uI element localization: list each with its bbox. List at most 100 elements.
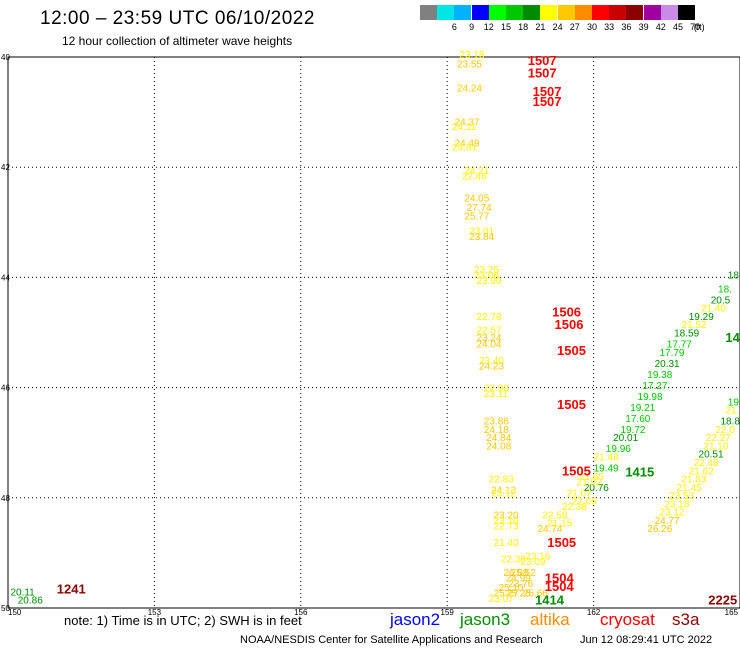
wave-height-label: 25.25	[506, 589, 531, 600]
wave-height-label: 23.25	[474, 265, 499, 276]
legend-swatch	[437, 5, 455, 20]
satellite-legend-jason2: jason2	[390, 610, 441, 629]
wave-height-label: 24.08	[486, 441, 511, 452]
wave-height-label: 18	[728, 271, 740, 282]
legend-swatch	[609, 5, 627, 20]
wave-height-label: 24.11	[452, 122, 477, 133]
y-tick-label: 46	[1, 384, 10, 393]
pass-label: 1507	[533, 84, 562, 99]
credit-line: NOAA/NESDIS Center for Satellite Applica…	[240, 634, 543, 646]
wave-height-label: 22.90	[484, 384, 509, 395]
wave-height-label: 22.83	[489, 475, 514, 486]
y-tick-label: 44	[1, 273, 10, 282]
wave-height-label: 23.11	[484, 389, 509, 400]
wave-height-label: 23.07	[489, 594, 514, 605]
wave-height-label: 26.26	[647, 524, 672, 535]
legend-swatch	[420, 5, 437, 20]
wave-height-label: 24.74	[537, 524, 562, 535]
legend-label: 9	[469, 22, 475, 32]
legend-unit: (ft)	[693, 22, 705, 32]
wave-height-label: 25.66	[523, 589, 548, 600]
wave-height-label: 25.52	[511, 568, 536, 579]
wave-height-label: 22.48	[694, 458, 719, 469]
x-tick-label: 165	[725, 608, 739, 617]
wave-height-label: 24.84	[486, 433, 511, 444]
generation-timestamp: Jun 12 08:29:41 UTC 2022	[580, 634, 713, 646]
wave-height-label: 20.5	[711, 295, 731, 306]
wave-height-label: 24.21	[464, 166, 489, 177]
pass-label: 1505	[547, 535, 576, 550]
wave-height-label: 23.06	[474, 271, 499, 282]
wave-height-label: 22.27	[706, 433, 731, 444]
pass-label: 1505	[557, 397, 586, 412]
satellite-legend-cryosat: cryosat	[600, 610, 655, 629]
legend-swatch	[643, 5, 661, 20]
wave-height-label: 24.05	[464, 194, 489, 205]
wave-height-label: 19.38	[647, 370, 672, 381]
pass-label: 1504	[545, 571, 575, 586]
pass-number-labels: 1507150715071507150615061505150515051505…	[57, 53, 740, 608]
wave-height-label: 25.77	[464, 212, 489, 223]
wave-height-label: 23.53	[669, 491, 694, 502]
wave-height-label: 22.05	[572, 497, 597, 508]
wave-height-label: 17.60	[625, 414, 650, 425]
wave-height-label: 19.21	[630, 403, 655, 414]
legend-swatch	[678, 5, 695, 20]
wave-height-label: 22.0	[716, 425, 736, 436]
y-tick-label: 50	[1, 604, 10, 613]
wave-height-label: 23.12	[491, 488, 516, 499]
wave-height-label: 24.99	[506, 574, 531, 585]
wave-height-label: 20.01	[613, 433, 638, 444]
wave-height-label: 21.	[725, 406, 739, 417]
pass-label: 1505	[562, 463, 591, 478]
wave-height-label: 21.10	[703, 441, 728, 452]
wave-height-label: 20.31	[655, 359, 680, 370]
map-frame	[7, 56, 740, 609]
axis-ticks: 150 153 156 159 162 165 40 42 44 46 48 50	[1, 53, 739, 617]
wave-height-label: 18.59	[674, 329, 699, 340]
wave-height-label: 23.55	[457, 60, 482, 71]
wave-height-label: 19	[728, 397, 740, 408]
wave-height-label: 20.76	[584, 483, 609, 494]
legend-swatch	[660, 5, 678, 20]
wave-height-label: 24.24	[457, 83, 482, 94]
pass-label: 1507	[528, 65, 557, 80]
pass-label: 1505	[557, 343, 586, 358]
y-tick-label: 48	[1, 494, 10, 503]
legend-swatch	[488, 5, 506, 20]
wave-height-label: 17.27	[642, 381, 667, 392]
wave-height-labels: 23.1823.5524.2424.3724.1124.4923.8124.21…	[10, 50, 740, 606]
wave-height-label: 23.01	[469, 227, 494, 238]
wave-height-label: 21.92	[577, 477, 602, 488]
wave-height-label: 23.24	[476, 333, 501, 344]
pass-label: 1506	[552, 305, 581, 320]
legend-label: 24	[552, 22, 563, 32]
map-grid	[8, 57, 740, 608]
legend-label: 15	[500, 22, 512, 32]
wave-height-label: 23.09	[520, 557, 545, 568]
wave-height-label: 19.96	[606, 444, 631, 455]
legend-label: 27	[569, 22, 580, 32]
footer-note: note: 1) Time is in UTC; 2) SWH is in fe…	[64, 613, 302, 628]
page-title: 12:00 – 23:59 UTC 06/10/2022	[40, 8, 315, 29]
pass-label: 1507	[533, 94, 562, 109]
wave-height-label: 25.27	[494, 589, 519, 600]
wave-height-label: 21.52	[681, 320, 706, 331]
legend-swatch	[523, 5, 541, 20]
legend-label: 42	[655, 22, 666, 32]
x-tick-label: 150	[8, 608, 22, 617]
wave-height-label: 21.15	[547, 519, 572, 530]
wave-height-label: 20.86	[18, 596, 43, 607]
pass-label: 141	[725, 330, 740, 345]
wave-height-label: 21.40	[701, 304, 726, 315]
legend-label: 36	[621, 22, 632, 32]
wave-height-label: 24.37	[455, 117, 480, 128]
wave-height-label: 24.04	[476, 340, 501, 351]
legend-label: 45	[672, 22, 684, 32]
wave-height-label: 17.79	[659, 348, 684, 359]
wave-height-label: 25.10	[498, 583, 523, 594]
pass-label: 1414	[535, 593, 565, 608]
legend-label: 33	[604, 22, 615, 32]
wave-height-label: 19.29	[689, 312, 714, 323]
